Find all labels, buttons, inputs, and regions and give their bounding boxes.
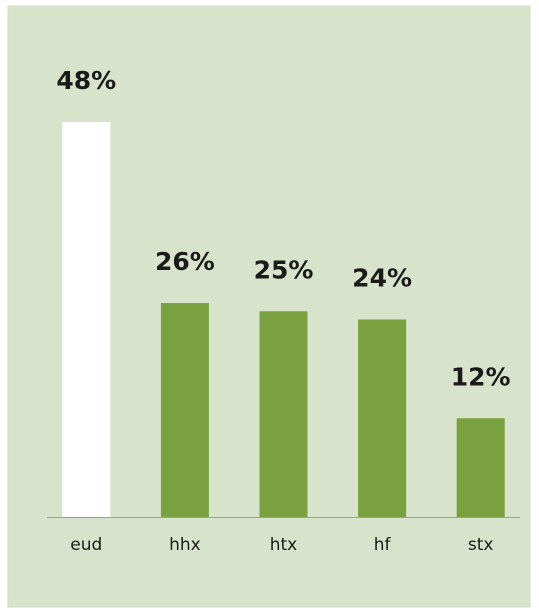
- bar: [358, 319, 407, 517]
- category-label: eud: [70, 535, 102, 555]
- category-label: hf: [374, 535, 392, 555]
- value-label: 25%: [254, 255, 314, 284]
- category-label: htx: [270, 535, 298, 555]
- category-label: hhx: [169, 535, 201, 555]
- bar: [160, 303, 209, 517]
- bar: [456, 418, 505, 517]
- value-label: 26%: [155, 247, 215, 276]
- value-label: 24%: [352, 264, 412, 293]
- value-label: 48%: [56, 66, 116, 95]
- bar: [259, 311, 308, 517]
- value-label: 12%: [451, 362, 511, 391]
- category-label: stx: [468, 535, 494, 555]
- bar: [62, 122, 111, 517]
